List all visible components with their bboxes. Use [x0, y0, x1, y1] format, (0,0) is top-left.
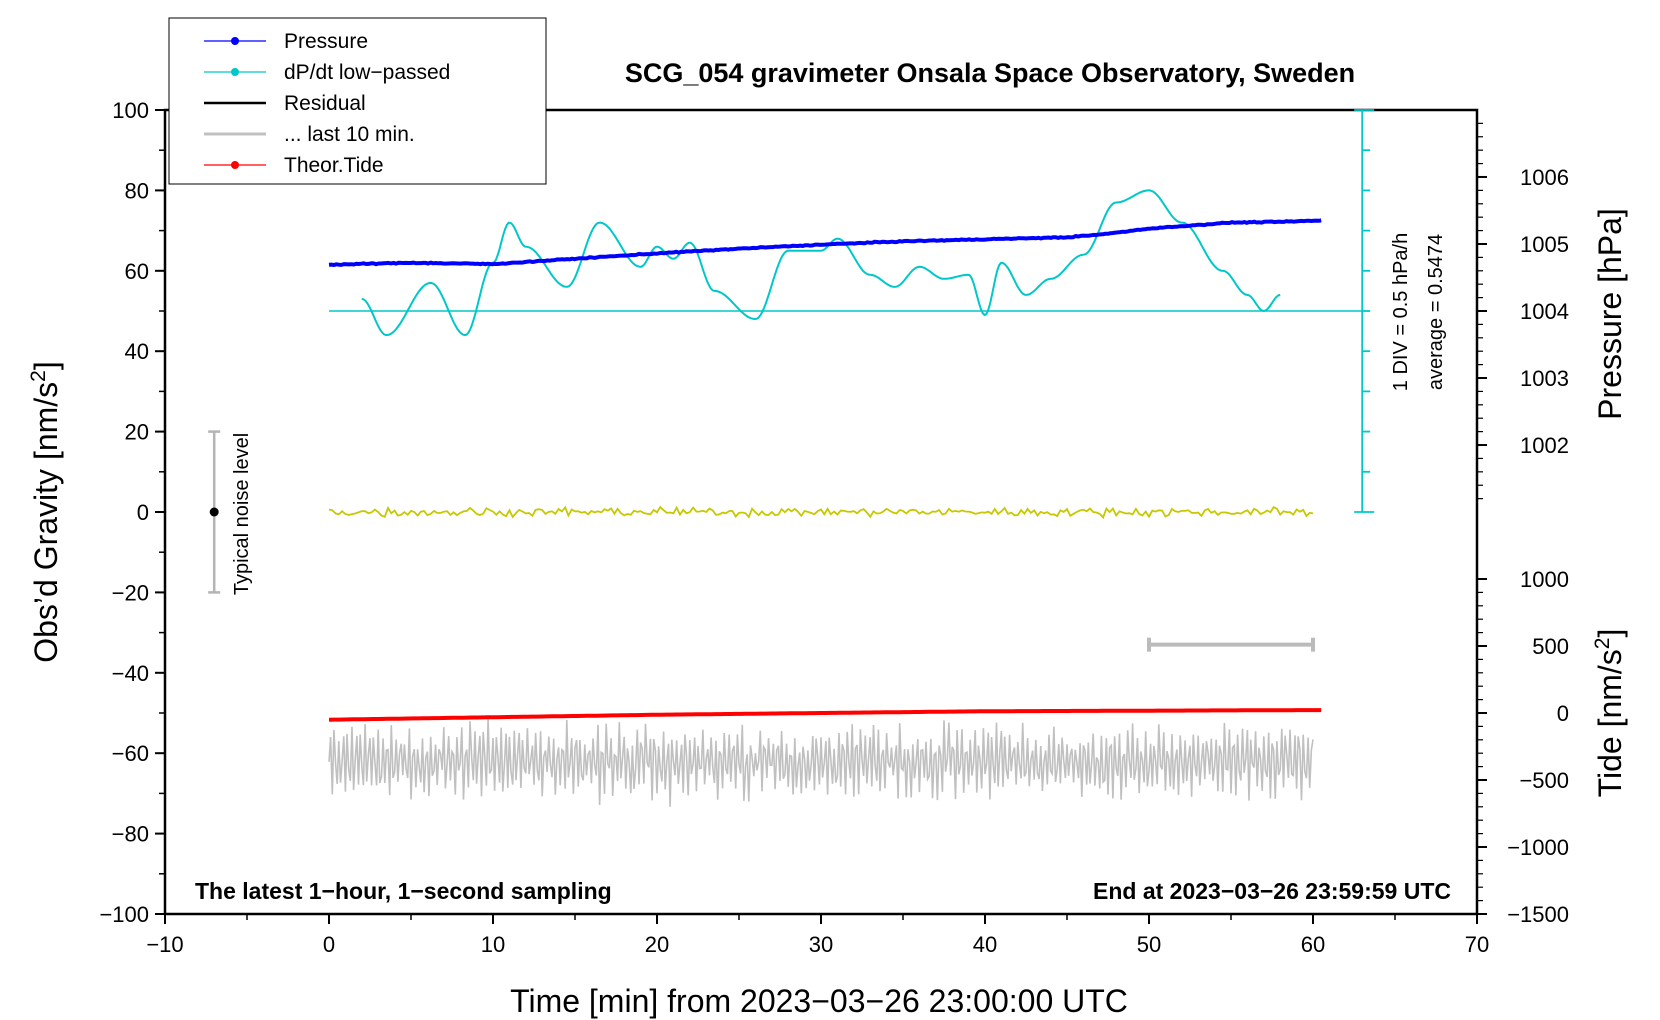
pressure-line: [328, 218, 1322, 267]
x-tick-label: 40: [973, 932, 997, 957]
noise-bar-center-dot: [209, 507, 219, 517]
y-tide-tick-label: −1000: [1507, 835, 1569, 860]
dpdt-line: [361, 189, 1281, 337]
y-pressure-tick-label: 1004: [1520, 299, 1569, 324]
tide-line: [328, 708, 1322, 722]
note-end-time: End at 2023−03−26 23:59:59 UTC: [1093, 878, 1451, 904]
x-axis-title: Time [min] from 2023−03−26 23:00:00 UTC: [510, 983, 1128, 1019]
y-tide-tick-label: 1000: [1520, 567, 1569, 592]
x-tick-label: 0: [323, 932, 335, 957]
x-tick-label: 10: [481, 932, 505, 957]
y-pressure-tick-label: 1002: [1520, 433, 1569, 458]
dpdt-div-label: 1 DIV = 0.5 hPa/h: [1390, 233, 1412, 391]
y-left-tick-label: 60: [125, 259, 149, 284]
legend-marker: [231, 37, 239, 45]
legend-label: Residual: [284, 92, 366, 115]
x-tick-label: −10: [146, 932, 183, 957]
y-left-tick-label: 20: [125, 420, 149, 445]
legend-marker: [231, 161, 239, 169]
y-tide-tick-label: 0: [1557, 701, 1569, 726]
dpdt-average-label: average = 0.5474: [1425, 234, 1447, 390]
y-pressure-tick-label: 1003: [1520, 366, 1569, 391]
legend-marker: [231, 68, 239, 76]
note-sampling: The latest 1−hour, 1−second sampling: [195, 878, 612, 904]
chart-title: SCG_054 gravimeter Onsala Space Observat…: [625, 58, 1355, 88]
legend-label: dP/dt low−passed: [284, 61, 450, 84]
data-layer: [208, 110, 1375, 807]
legend-entries: Pressure dP/dt low−passed Residual ... last…: [204, 30, 450, 177]
y-tide-tick-label: 500: [1532, 634, 1569, 659]
y-left-tick-label: −60: [112, 741, 149, 766]
residual-mean-line: [328, 505, 1314, 520]
y-left-tick-label: 80: [125, 178, 149, 203]
y-left-tick-label: −40: [112, 661, 149, 686]
y-pressure-tick-label: 1005: [1520, 232, 1569, 257]
y-left-tick-label: 0: [137, 500, 149, 525]
y-tide-tick-label: −500: [1519, 768, 1569, 793]
axes-layer: −10 0 10 20 30 40 50 60 70−100−80−60−40−20020406…: [99, 98, 1569, 957]
noise-level-label: Typical noise level: [231, 433, 253, 595]
y-axis-pressure-title: Pressure [hPa]: [1592, 208, 1628, 420]
y-left-tick-label: −100: [99, 902, 149, 927]
y-axis-left-title: Obs’d Gravity [nm/s2]: [27, 361, 64, 663]
legend-label: ... last 10 min.: [284, 123, 415, 146]
y-left-tick-label: −20: [112, 580, 149, 605]
x-tick-label: 30: [809, 932, 833, 957]
legend-label: Theor.Tide: [284, 154, 384, 177]
legend-box: [168, 17, 547, 185]
y-left-tick-label: 100: [112, 98, 149, 123]
y-pressure-tick-label: 1006: [1520, 165, 1569, 190]
legend-label: Pressure: [284, 30, 368, 53]
y-left-tick-label: 40: [125, 339, 149, 364]
y-tide-tick-label: −1500: [1507, 902, 1569, 927]
x-tick-label: 20: [645, 932, 669, 957]
x-tick-label: 70: [1465, 932, 1489, 957]
y-left-tick-label: −80: [112, 822, 149, 847]
y-axis-tide-title: Tide [nm/s2]: [1591, 629, 1628, 798]
x-tick-label: 50: [1137, 932, 1161, 957]
legend: Pressure dP/dt low−passed Residual ... last…: [168, 17, 547, 185]
x-tick-label: 60: [1301, 932, 1325, 957]
last-10-min-line: [328, 718, 1314, 807]
